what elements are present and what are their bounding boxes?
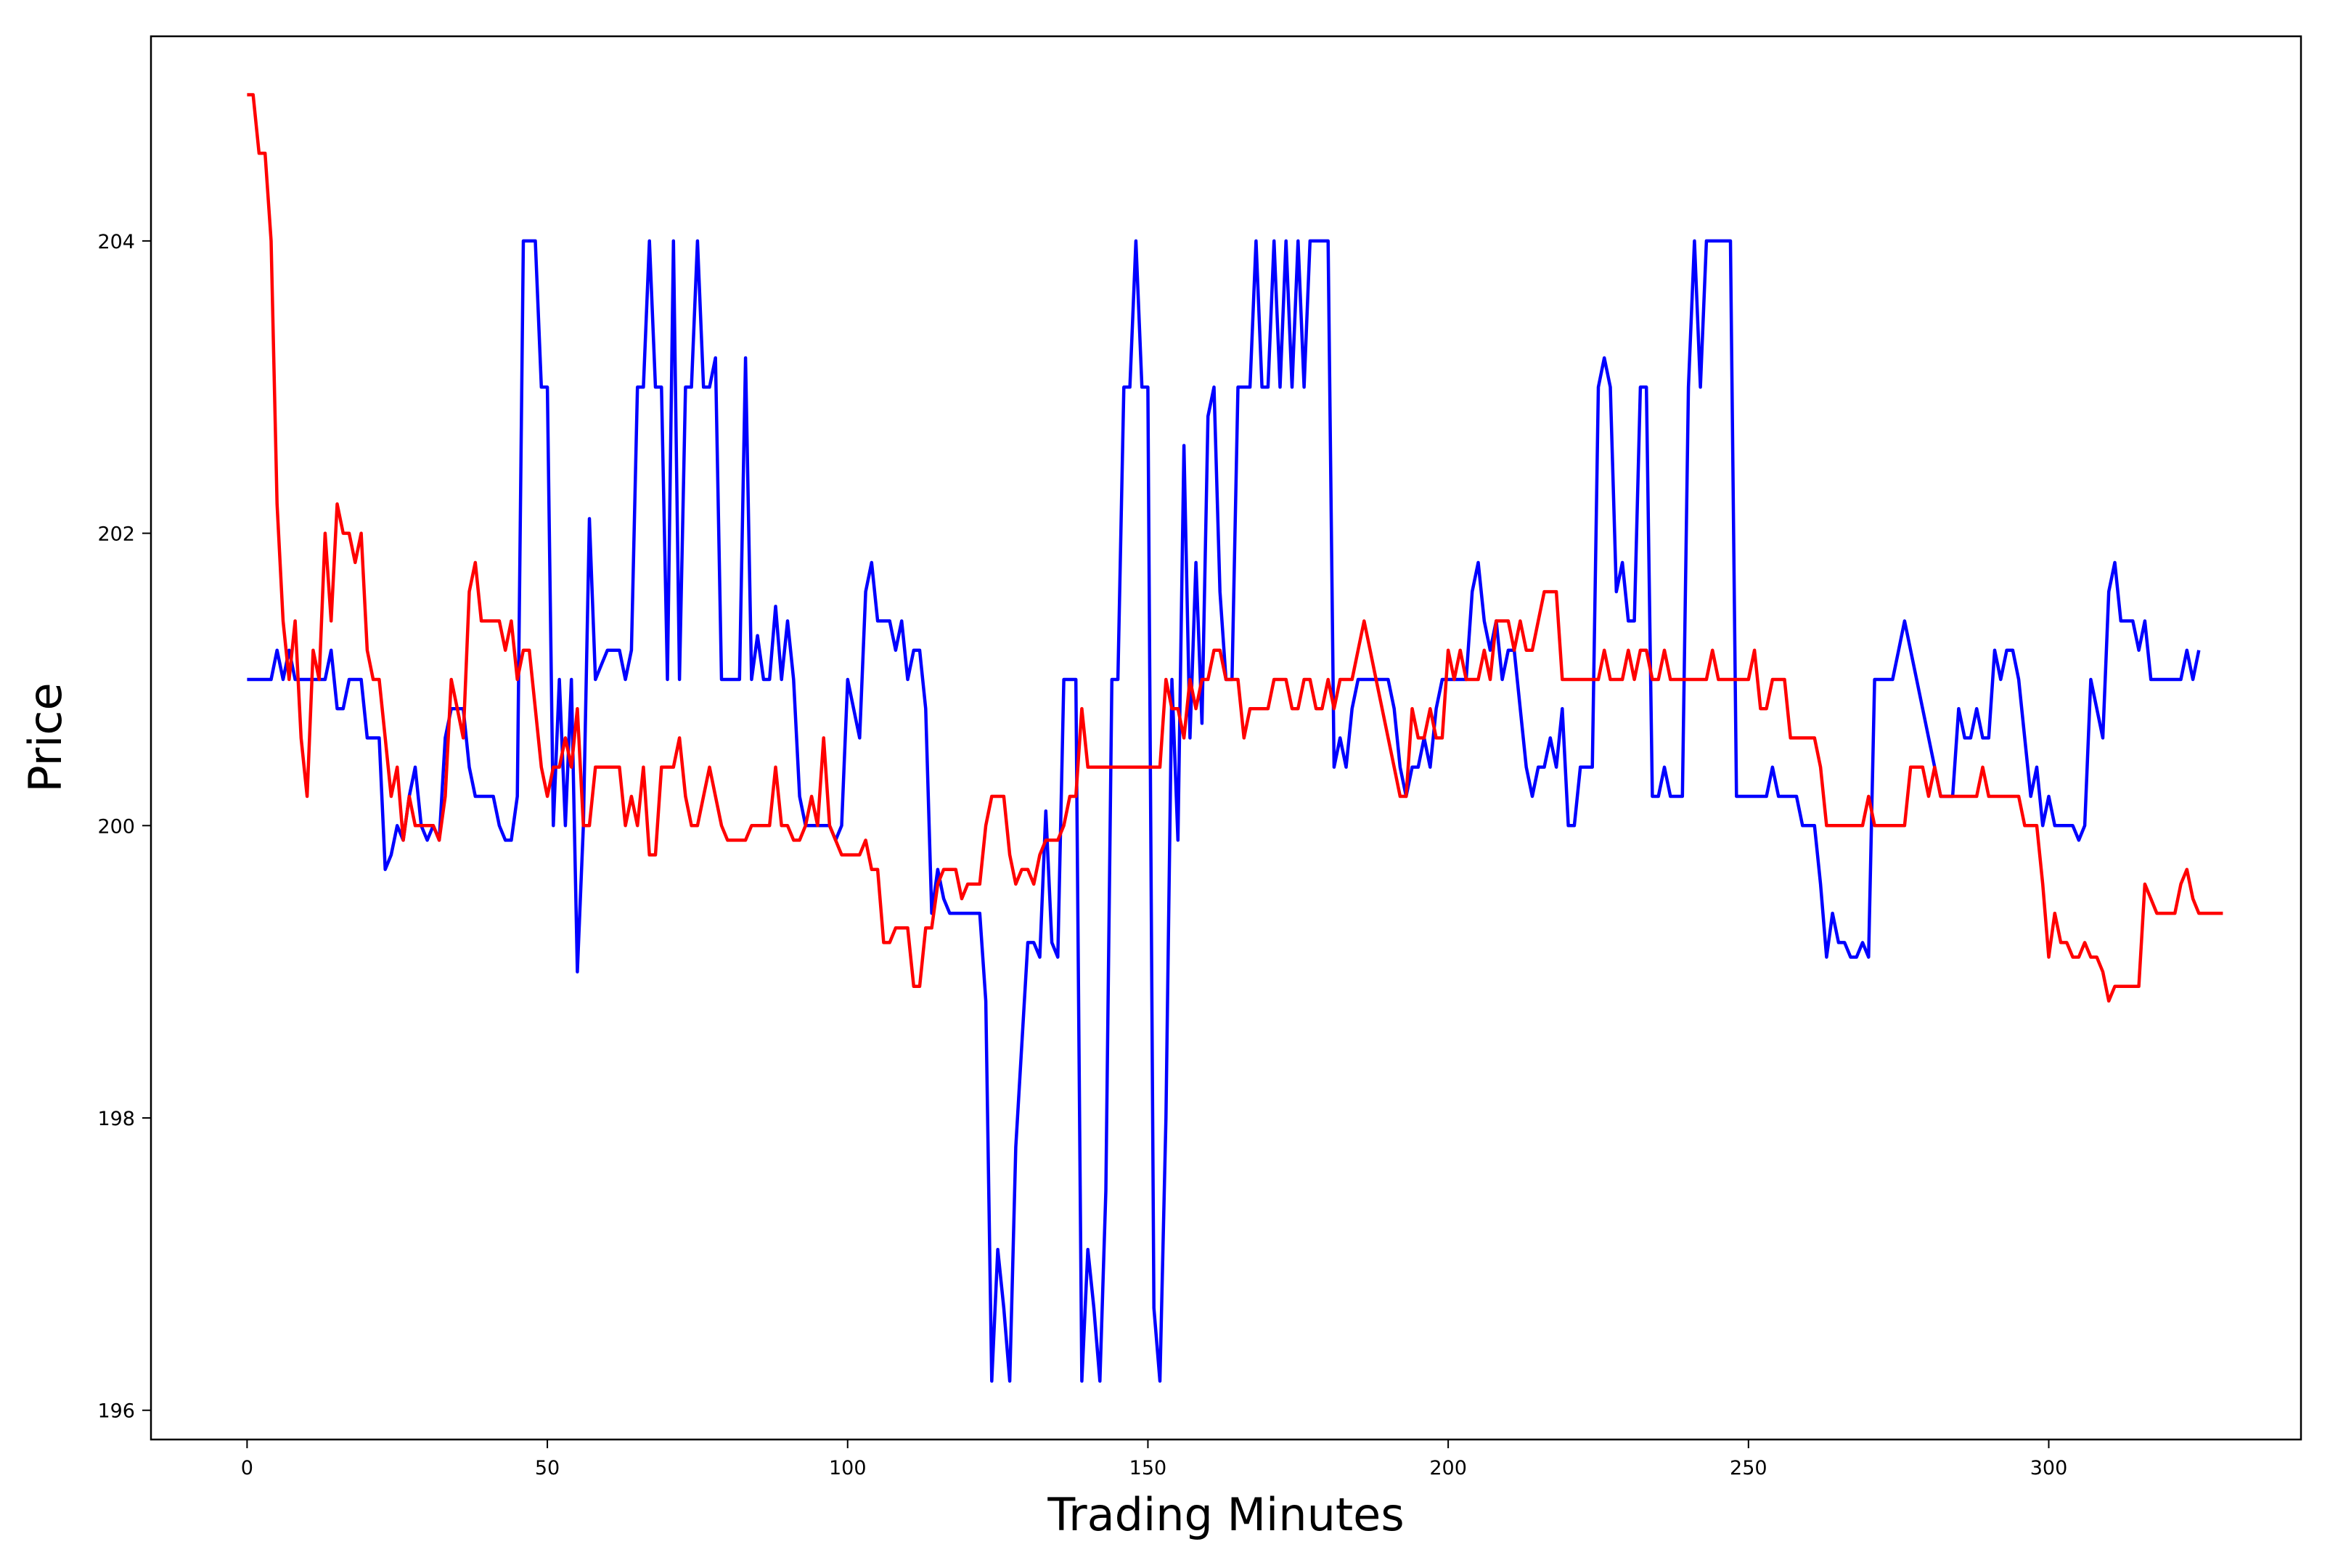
x-tick-label: 100 [829, 1457, 867, 1479]
x-tick-label: 300 [2030, 1457, 2068, 1479]
y-tick-label: 196 [97, 1400, 135, 1423]
plot-frame [150, 35, 2302, 1441]
series-line-2 [247, 93, 2223, 1003]
x-tick-label: 200 [1429, 1457, 1467, 1479]
x-axis: 0 50 100 150 200 250 300 [241, 1440, 2067, 1479]
y-tick-label: 200 [97, 815, 135, 838]
y-tick-label: 202 [97, 523, 135, 546]
y-axis: 196 198 200 202 204 [97, 231, 151, 1423]
series-line-1 [247, 239, 2201, 1383]
x-tick-label: 150 [1129, 1457, 1167, 1479]
x-tick-label: 250 [1730, 1457, 1767, 1479]
x-axis-label: Trading Minutes [1047, 1488, 1404, 1541]
series-layer [247, 93, 2223, 1383]
y-axis-label: Price [19, 682, 72, 792]
x-tick-label: 0 [241, 1457, 253, 1479]
y-tick-label: 204 [97, 231, 135, 253]
x-tick-label: 50 [535, 1457, 560, 1479]
y-tick-label: 198 [97, 1108, 135, 1130]
